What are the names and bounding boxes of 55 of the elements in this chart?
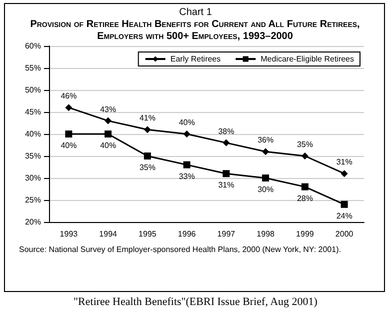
data-label: 35% — [296, 140, 313, 149]
data-label: 31% — [336, 158, 352, 167]
point — [104, 130, 112, 138]
chart-title: Chart 1 — [178, 7, 213, 18]
x-tick-label: 1994 — [99, 230, 118, 238]
point — [262, 148, 270, 156]
point — [262, 174, 270, 182]
y-tick-label: 45% — [24, 108, 41, 116]
data-label: 40% — [178, 118, 195, 127]
point — [222, 170, 230, 178]
x-tick-label: 1993 — [60, 230, 78, 238]
point — [104, 117, 112, 124]
x-tick-label: 1997 — [217, 230, 236, 238]
point — [183, 130, 190, 138]
y-tick-label: 40% — [24, 130, 41, 138]
legend-label: Early Retirees — [170, 54, 221, 64]
data-label: 40% — [100, 141, 116, 150]
point — [340, 170, 348, 178]
y-tick-label: 50% — [24, 86, 41, 94]
data-label: 41% — [139, 114, 156, 123]
point — [301, 183, 308, 190]
data-label: 28% — [296, 194, 313, 203]
point — [144, 126, 151, 134]
data-label: 40% — [60, 141, 77, 150]
data-label: 36% — [258, 136, 274, 145]
data-label: 38% — [218, 126, 234, 136]
point — [183, 161, 190, 168]
x-tick-label: 1995 — [138, 230, 157, 238]
y-tick-label: 25% — [24, 196, 41, 204]
x-tick-label: 1999 — [296, 230, 314, 238]
point — [301, 152, 308, 160]
point — [340, 200, 348, 208]
data-label: 43% — [100, 104, 116, 114]
y-tick-label: 30% — [24, 174, 41, 182]
data-label: 31% — [218, 180, 234, 190]
source-note: Source: National Survey of Employer-sponsored Health Plans, 2000 (New York, NY: 2001). — [19, 244, 342, 255]
x-tick-label: 2000 — [335, 230, 354, 238]
point — [222, 139, 230, 146]
data-label: 24% — [336, 211, 352, 220]
point — [144, 152, 151, 160]
y-tick-label: 55% — [24, 64, 41, 72]
text: "Retiree Health Benefits"(EBRI Issue Brief, Aug 2001) — [72, 296, 318, 308]
chart-subtitle: Provision of Retiree Health Benefits for Current and All Future Retirees, Employers with 500+ Employees, 1993–2000 — [29, 19, 361, 42]
legend-label: Medicare-Eligible Retirees — [260, 54, 354, 64]
point — [65, 130, 72, 138]
data-label: 35% — [139, 163, 156, 172]
y-tick-label: 20% — [24, 218, 41, 226]
point — [65, 104, 72, 112]
data-label: 30% — [258, 185, 274, 194]
data-label: 46% — [60, 92, 77, 101]
x-tick-label: 1998 — [256, 230, 276, 238]
x-tick-label: 1996 — [178, 230, 196, 238]
y-tick-label: 35% — [24, 152, 41, 160]
data-label: 33% — [178, 172, 195, 181]
y-tick-label: 60% — [24, 42, 41, 50]
